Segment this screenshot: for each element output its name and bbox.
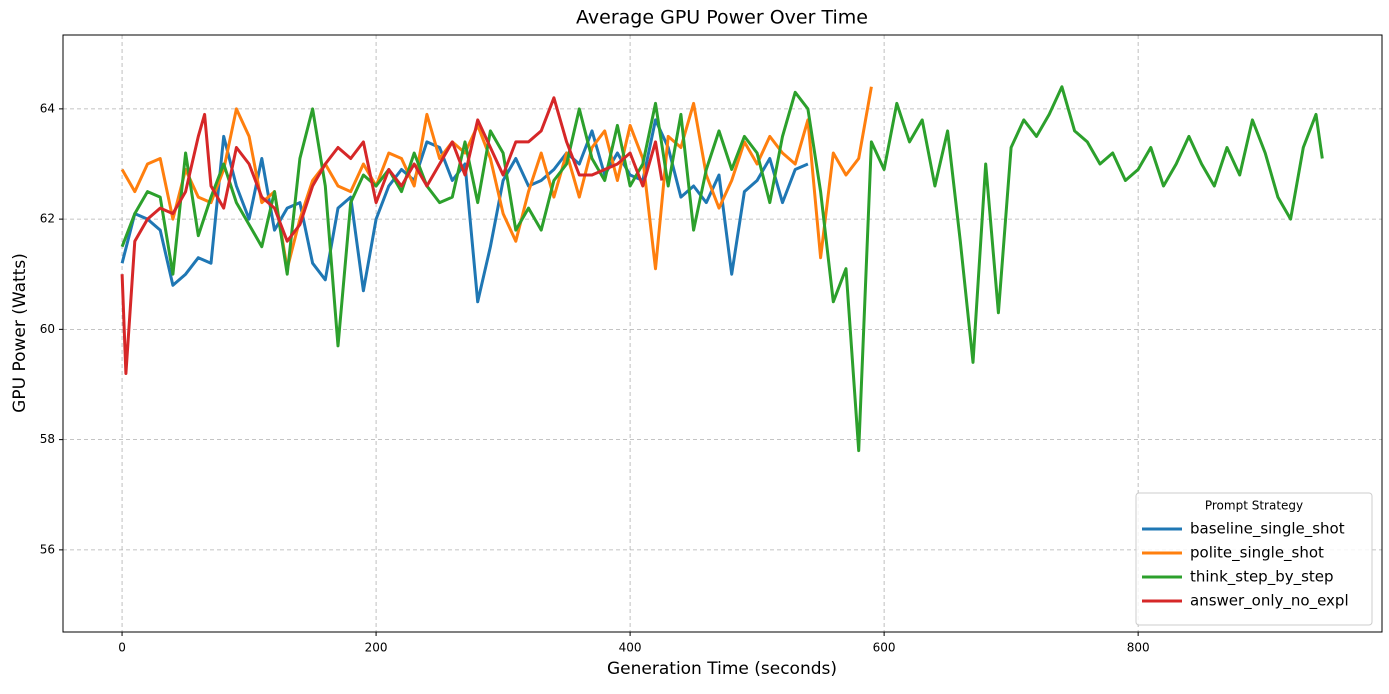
line xyxy=(120,85,1324,453)
y-tick-label: 58 xyxy=(40,432,55,446)
y-tick-label: 62 xyxy=(40,212,55,226)
x-axis-label: Generation Time (seconds) xyxy=(607,659,837,679)
y-tick-label: 60 xyxy=(40,322,55,336)
plot-area xyxy=(63,35,1382,632)
line xyxy=(120,86,873,271)
x-tick-label: 600 xyxy=(873,641,896,655)
legend-label: think_step_by_step xyxy=(1190,568,1334,587)
x-tick-label: 400 xyxy=(619,641,642,655)
y-tick-label: 56 xyxy=(40,542,55,556)
x-tick-label: 800 xyxy=(1127,641,1150,655)
x-tick-label: 0 xyxy=(118,641,126,655)
line xyxy=(120,96,664,375)
legend-label: answer_only_no_expl xyxy=(1190,592,1349,611)
line xyxy=(120,118,809,304)
chart-title: Average GPU Power Over Time xyxy=(576,7,868,29)
legend-label: polite_single_shot xyxy=(1190,544,1324,563)
legend-box xyxy=(1135,492,1373,626)
plot-frame xyxy=(62,34,1383,633)
y-axis-label: GPU Power (Watts) xyxy=(10,253,30,413)
x-tick-label: 200 xyxy=(365,641,388,655)
y-tick-label: 64 xyxy=(40,101,55,115)
legend-title: Prompt Strategy xyxy=(1205,499,1303,513)
legend-label: baseline_single_shot xyxy=(1190,520,1345,539)
